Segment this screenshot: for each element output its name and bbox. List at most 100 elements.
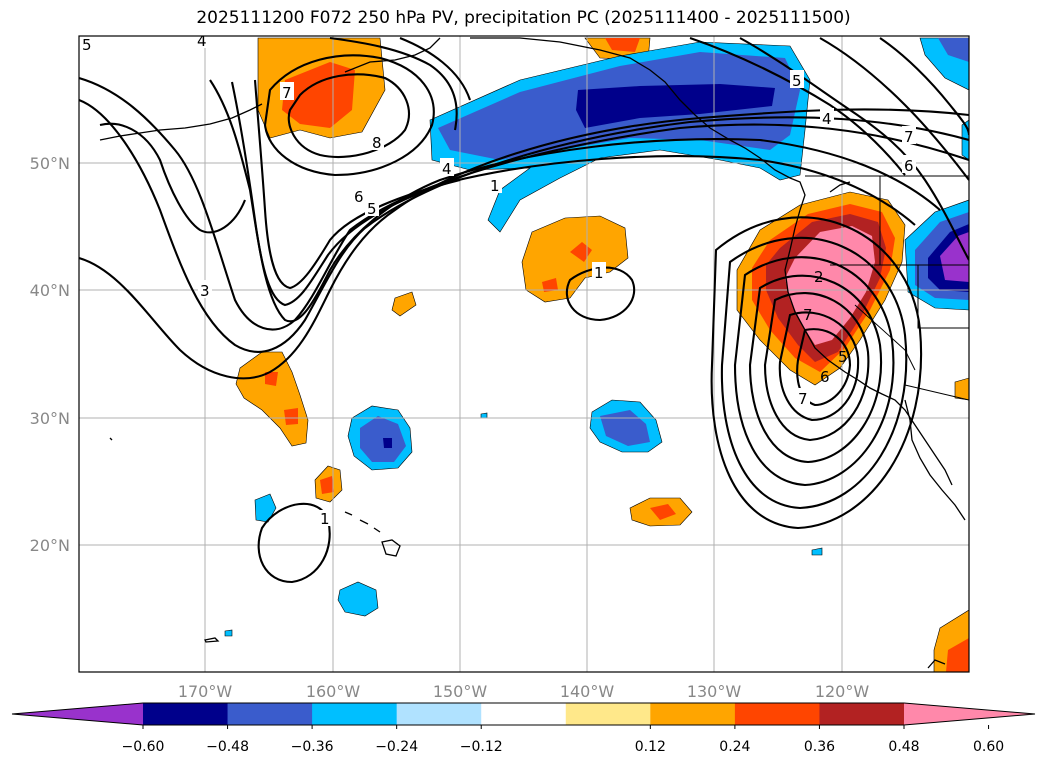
pv-contour [257, 502, 331, 584]
svg-text:6: 6 [354, 188, 364, 206]
svg-text:6: 6 [904, 157, 914, 175]
svg-text:1: 1 [594, 264, 604, 282]
precip-negative-patch [811, 547, 823, 556]
colorbar-tick-label: 0.36 [804, 739, 835, 755]
lon-tick-label: 130°W [687, 682, 742, 701]
colorbar-extend-max [904, 703, 1035, 725]
colorbar-tick-label: 0.24 [719, 739, 750, 755]
latitude-axis: 20°N 30°N 40°N 50°N [30, 154, 70, 555]
precip-negative-patch [480, 412, 488, 419]
svg-text:7: 7 [904, 128, 914, 146]
precip-negative-core [360, 416, 406, 462]
pv-contour [79, 99, 969, 353]
map-title: 2025111200 F072 250 hPa PV, precipitatio… [196, 8, 851, 28]
colorbar-segment [227, 703, 313, 725]
colorbar-segment [650, 703, 736, 725]
colorbar-segment [819, 703, 905, 725]
pv-contour [263, 54, 435, 177]
colorbar-tick-label: −0.24 [375, 739, 418, 755]
precip-positive-patch [954, 377, 969, 401]
lon-tick-label: 120°W [815, 682, 870, 701]
pv-contour [287, 73, 410, 159]
precip-positive-core [605, 38, 640, 52]
lon-tick-label: 160°W [306, 682, 361, 701]
precip-negative-center [576, 84, 775, 128]
colorbar-segment [481, 703, 567, 725]
lon-tick-label: 140°W [560, 682, 615, 701]
colorbar-tick-label: −0.60 [122, 739, 165, 755]
precip-positive-core [284, 408, 298, 425]
precip-positive-core [282, 62, 355, 128]
svg-text:6: 6 [820, 368, 830, 386]
svg-text:5: 5 [367, 200, 377, 218]
colorbar-segment [565, 703, 651, 725]
svg-text:5: 5 [838, 348, 848, 366]
svg-text:4: 4 [197, 32, 207, 50]
pv-contour [710, 216, 923, 530]
precip-negative-patch [337, 581, 379, 617]
precip-positive-core [650, 504, 676, 520]
lat-tick-label: 50°N [30, 154, 70, 173]
svg-text:7: 7 [803, 306, 813, 324]
precip-positive-patch [391, 291, 417, 317]
lat-tick-label: 30°N [30, 409, 70, 428]
svg-text:7: 7 [282, 84, 292, 102]
pv-contour [778, 311, 860, 422]
svg-text:4: 4 [442, 160, 452, 178]
lon-tick-label: 170°W [178, 682, 233, 701]
pv-contour [733, 256, 895, 487]
precip-negative-core [600, 410, 650, 446]
gridlines [79, 36, 969, 672]
colorbar-tick-label: −0.12 [460, 739, 503, 755]
pv-contour [763, 292, 870, 442]
pv-contour [329, 36, 458, 131]
pv-contour-labels: 5 4 7 8 6 5 4 1 3 1 1 5 2 7 6 5 [80, 32, 916, 528]
colorbar-tick-label: 0.60 [973, 739, 1004, 755]
longitude-axis: 170°W 160°W 150°W 140°W 130°W 120°W [178, 682, 870, 701]
colorbar-tick-label: −0.36 [291, 739, 334, 755]
precip-negative-core [938, 38, 969, 62]
colorbar-tick-label: 0.48 [888, 739, 919, 755]
plot-border [78, 35, 970, 673]
colorbar-tick-label: 0.12 [635, 739, 666, 755]
pv-contour [748, 274, 883, 464]
pv-contour [79, 76, 969, 331]
pv-contour [689, 37, 906, 176]
colorbar-tick-label: −0.48 [206, 739, 249, 755]
precip-negative-patch [224, 629, 233, 637]
pv-contour [796, 328, 852, 407]
pv-contour [819, 37, 969, 181]
precip-negative-center [383, 438, 392, 448]
svg-text:5: 5 [82, 36, 92, 54]
precip-positive-core [946, 638, 969, 672]
svg-text:7: 7 [798, 390, 808, 408]
pv-contour [230, 81, 916, 307]
svg-text:1: 1 [490, 177, 500, 195]
lat-tick-label: 20°N [30, 536, 70, 555]
pv-contour [79, 108, 969, 380]
svg-text:1: 1 [320, 510, 330, 528]
precip-positive-core [265, 372, 278, 386]
lon-tick-label: 150°W [433, 682, 488, 701]
colorbar-segment [143, 703, 229, 725]
colorbar-extend-min [12, 703, 143, 725]
lat-tick-label: 40°N [30, 281, 70, 300]
svg-text:3: 3 [200, 282, 210, 300]
precip-positive-core [542, 278, 558, 292]
pv-contour [99, 122, 246, 234]
pv-contour [879, 37, 969, 136]
svg-text:5: 5 [792, 72, 802, 90]
svg-text:2: 2 [814, 268, 824, 286]
colorbar-segment [312, 703, 398, 725]
colorbar-segment [734, 703, 820, 725]
svg-text:4: 4 [822, 110, 832, 128]
precip-positive-core [320, 476, 334, 494]
precip-negative-patch [254, 493, 277, 523]
precip-positive-extreme [785, 226, 875, 345]
pv-contour [399, 37, 471, 101]
svg-text:8: 8 [372, 134, 382, 152]
colorbar-segment [396, 703, 482, 725]
colorbar: −0.60 −0.48 −0.36 −0.24 −0.12 0.12 0.24 0.36 0.4… [11, 702, 1036, 755]
pv-contour [720, 236, 908, 510]
